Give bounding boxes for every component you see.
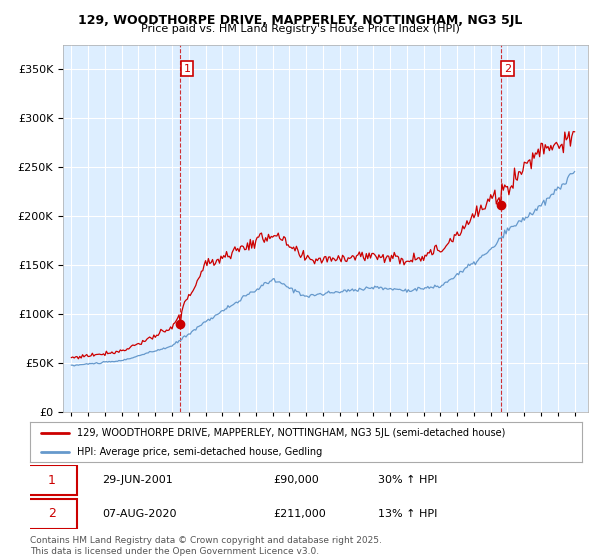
Text: Contains HM Land Registry data © Crown copyright and database right 2025.
This d: Contains HM Land Registry data © Crown c… bbox=[30, 536, 382, 556]
Text: Price paid vs. HM Land Registry's House Price Index (HPI): Price paid vs. HM Land Registry's House … bbox=[140, 24, 460, 34]
Text: HPI: Average price, semi-detached house, Gedling: HPI: Average price, semi-detached house,… bbox=[77, 447, 322, 457]
Text: 1: 1 bbox=[48, 474, 56, 487]
Text: 129, WOODTHORPE DRIVE, MAPPERLEY, NOTTINGHAM, NG3 5JL (semi-detached house): 129, WOODTHORPE DRIVE, MAPPERLEY, NOTTIN… bbox=[77, 428, 505, 438]
Text: 1: 1 bbox=[184, 64, 190, 74]
Text: 29-JUN-2001: 29-JUN-2001 bbox=[102, 475, 173, 486]
FancyBboxPatch shape bbox=[27, 499, 77, 529]
Text: £90,000: £90,000 bbox=[273, 475, 319, 486]
Text: 07-AUG-2020: 07-AUG-2020 bbox=[102, 508, 176, 519]
Text: 30% ↑ HPI: 30% ↑ HPI bbox=[378, 475, 437, 486]
Text: 13% ↑ HPI: 13% ↑ HPI bbox=[378, 508, 437, 519]
Text: 2: 2 bbox=[504, 64, 511, 74]
Text: 129, WOODTHORPE DRIVE, MAPPERLEY, NOTTINGHAM, NG3 5JL: 129, WOODTHORPE DRIVE, MAPPERLEY, NOTTIN… bbox=[78, 14, 522, 27]
FancyBboxPatch shape bbox=[27, 465, 77, 495]
Text: £211,000: £211,000 bbox=[273, 508, 326, 519]
Text: 2: 2 bbox=[48, 507, 56, 520]
